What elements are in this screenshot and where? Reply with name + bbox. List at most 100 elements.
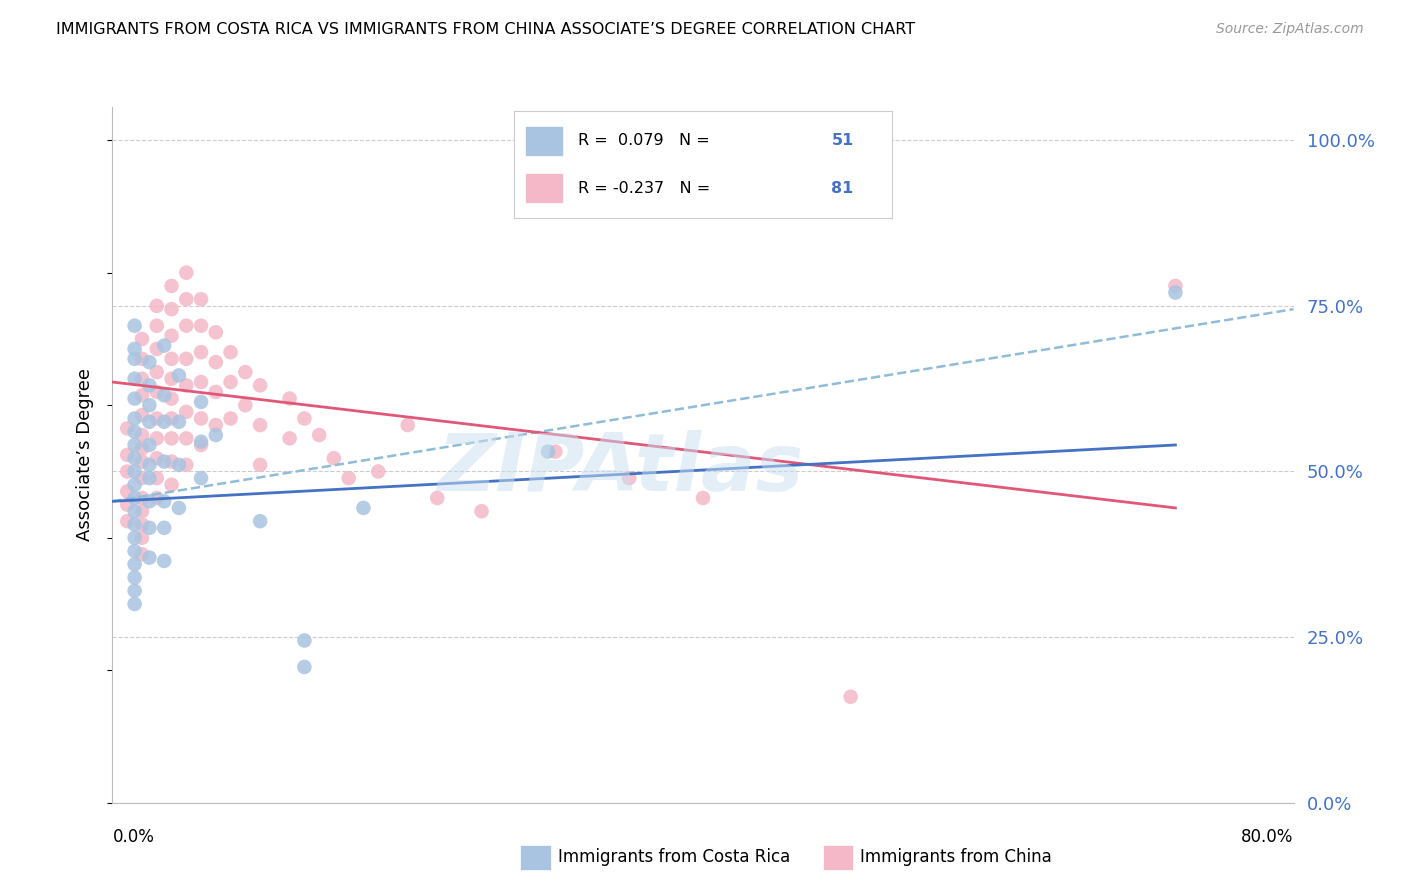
Point	[167, 500, 190, 515]
Point	[117, 498, 138, 512]
Point	[537, 444, 560, 458]
Point	[323, 451, 346, 466]
Point	[146, 299, 169, 313]
Point	[308, 428, 330, 442]
Point	[249, 378, 271, 392]
Point	[138, 550, 160, 565]
Point	[174, 351, 197, 366]
Point	[153, 388, 176, 402]
Point	[174, 266, 197, 280]
Point	[131, 517, 153, 532]
Point	[117, 484, 138, 499]
Point	[153, 338, 176, 352]
Point	[138, 438, 160, 452]
Point	[146, 411, 169, 425]
Point	[138, 471, 160, 485]
Point	[124, 318, 146, 333]
Point	[131, 471, 153, 485]
Point	[131, 388, 153, 402]
Point	[153, 554, 176, 568]
Point	[292, 633, 315, 648]
Point	[124, 477, 146, 491]
Point	[131, 351, 153, 366]
Point	[396, 418, 419, 433]
Point	[337, 471, 360, 485]
Point	[146, 471, 169, 485]
Point	[146, 451, 169, 466]
Point	[278, 392, 301, 406]
Point	[124, 583, 146, 598]
Point	[153, 494, 176, 508]
Point	[124, 342, 146, 356]
Point	[352, 500, 374, 515]
Point	[249, 418, 271, 433]
Point	[138, 458, 160, 472]
Point	[692, 491, 714, 505]
Point	[190, 292, 212, 306]
Point	[138, 378, 160, 392]
Point	[131, 408, 153, 422]
Point	[146, 318, 169, 333]
Text: ZIPAtlas: ZIPAtlas	[437, 430, 803, 508]
Point	[174, 405, 197, 419]
Point	[138, 415, 160, 429]
Point	[131, 504, 153, 518]
Point	[1164, 285, 1187, 300]
Point	[292, 660, 315, 674]
Point	[278, 431, 301, 445]
Point	[124, 558, 146, 572]
Point	[131, 442, 153, 456]
Point	[124, 438, 146, 452]
Point	[124, 451, 146, 466]
Point	[174, 318, 197, 333]
Point	[131, 491, 153, 505]
Text: Immigrants from Costa Rica: Immigrants from Costa Rica	[558, 848, 790, 866]
Point	[190, 411, 212, 425]
Point	[124, 517, 146, 532]
Point	[153, 415, 176, 429]
Point	[205, 418, 228, 433]
Point	[233, 365, 256, 379]
Point	[219, 375, 242, 389]
Point	[124, 351, 146, 366]
Point	[124, 425, 146, 439]
Point	[146, 491, 169, 505]
Point	[1164, 279, 1187, 293]
Point	[124, 372, 146, 386]
Point	[153, 521, 176, 535]
Point	[205, 428, 228, 442]
Point	[160, 411, 183, 425]
Point	[160, 351, 183, 366]
Point	[160, 279, 183, 293]
Point	[117, 421, 138, 435]
Point	[190, 438, 212, 452]
Point	[190, 345, 212, 359]
Text: Source: ZipAtlas.com: Source: ZipAtlas.com	[1216, 22, 1364, 37]
Point	[160, 372, 183, 386]
Point	[146, 431, 169, 445]
Point	[174, 378, 197, 392]
Point	[233, 398, 256, 412]
Point	[124, 504, 146, 518]
Point	[205, 384, 228, 399]
Point	[117, 514, 138, 528]
Point	[124, 411, 146, 425]
Point	[190, 318, 212, 333]
Point	[146, 384, 169, 399]
Point	[190, 434, 212, 449]
Point	[153, 454, 176, 468]
Point	[470, 504, 494, 518]
Point	[160, 454, 183, 468]
Point	[619, 471, 641, 485]
Point	[146, 342, 169, 356]
Point	[174, 458, 197, 472]
Point	[190, 471, 212, 485]
Point	[839, 690, 862, 704]
Point	[249, 458, 271, 472]
Point	[131, 531, 153, 545]
Point	[160, 477, 183, 491]
Point	[131, 372, 153, 386]
Point	[544, 444, 567, 458]
Point	[167, 415, 190, 429]
Point	[160, 302, 183, 317]
